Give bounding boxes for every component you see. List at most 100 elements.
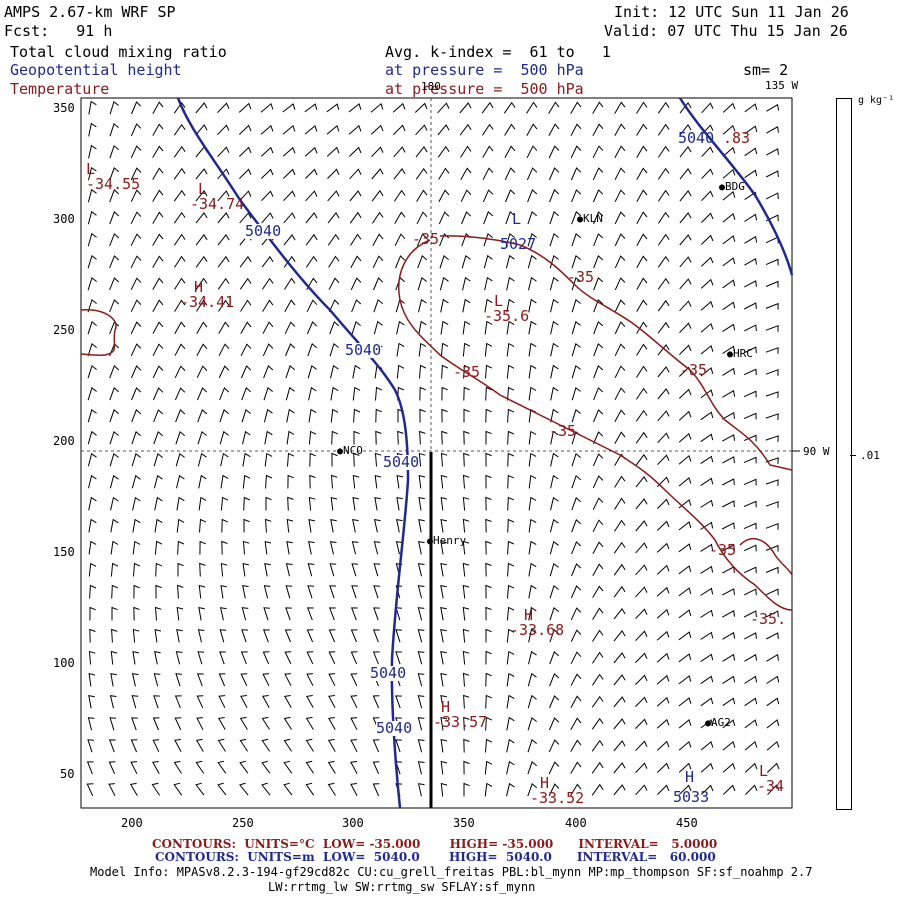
wind-barb xyxy=(722,367,736,376)
wind-barb xyxy=(722,478,735,486)
wind-barb xyxy=(678,521,692,531)
wind-barb xyxy=(701,168,714,180)
wind-barb xyxy=(131,452,141,467)
wind-barb xyxy=(678,543,692,553)
wind-barb xyxy=(593,277,604,291)
wind-barb xyxy=(195,168,208,180)
wind-barb xyxy=(349,168,362,180)
wind-barb xyxy=(635,652,648,663)
wind-barb xyxy=(528,298,537,313)
wind-barb xyxy=(767,784,780,796)
wind-barb xyxy=(306,321,318,335)
wind-barb xyxy=(505,211,516,225)
wind-barb xyxy=(198,606,205,621)
temp-extremum: L -34 xyxy=(757,762,785,795)
forecast-hour: Fcst: 91 h xyxy=(4,22,113,40)
wind-barb xyxy=(241,629,248,643)
wind-barb xyxy=(678,454,692,465)
wind-barb xyxy=(328,629,336,643)
wind-barb xyxy=(305,738,314,752)
wind-barb xyxy=(765,479,779,486)
wind-barb xyxy=(109,474,119,489)
wind-barb xyxy=(528,474,537,489)
wind-barb xyxy=(766,762,780,773)
wind-barb xyxy=(743,478,757,486)
wind-barb xyxy=(239,277,252,290)
wind-barb xyxy=(548,101,560,114)
wind-barb xyxy=(196,343,208,356)
wind-barb xyxy=(722,146,736,157)
wind-barb xyxy=(306,629,314,643)
wind-barb xyxy=(528,518,537,533)
wind-barb xyxy=(766,675,780,684)
wind-barb xyxy=(375,386,383,401)
wind-barb xyxy=(462,298,471,313)
wind-barb xyxy=(306,673,314,687)
wind-barb xyxy=(570,673,582,686)
wind-barb xyxy=(571,497,582,511)
wind-barb xyxy=(132,650,140,665)
wind-barb xyxy=(305,716,314,730)
wind-barb xyxy=(328,673,336,687)
wind-barb xyxy=(549,584,559,599)
wind-barb xyxy=(483,232,493,247)
wind-barb xyxy=(238,146,252,157)
wind-barb xyxy=(636,145,648,158)
wind-barb xyxy=(262,629,270,643)
wind-barb xyxy=(592,629,604,642)
wind-barb xyxy=(656,718,670,729)
wind-barb xyxy=(438,189,450,202)
wind-barb xyxy=(173,145,186,158)
wind-barb xyxy=(108,761,116,775)
wind-barb xyxy=(657,498,670,509)
wind-barb xyxy=(198,496,207,511)
wind-barb xyxy=(220,474,229,489)
height-low-marker: L xyxy=(512,210,522,228)
wind-barb xyxy=(396,496,403,511)
wind-barb xyxy=(417,629,425,643)
wind-barb xyxy=(419,430,426,445)
wind-barb xyxy=(195,782,205,796)
pressure-level-height: at pressure = 500 hPa xyxy=(385,61,584,79)
wind-barb xyxy=(109,409,120,423)
wind-barb xyxy=(326,146,340,157)
wind-barb xyxy=(130,299,142,313)
wind-barb xyxy=(507,474,514,489)
wind-barb xyxy=(678,609,692,619)
wind-barb xyxy=(419,386,426,401)
wind-barb xyxy=(283,234,296,246)
wind-barb xyxy=(635,674,648,685)
wind-barb xyxy=(485,540,492,555)
wind-barb xyxy=(195,255,208,268)
wind-barb xyxy=(570,651,582,665)
wind-barb xyxy=(330,386,339,401)
wind-barb xyxy=(571,320,581,335)
wind-barb xyxy=(700,256,714,267)
wind-barb xyxy=(261,738,271,752)
wind-barb xyxy=(504,123,516,136)
wind-barb xyxy=(196,299,208,312)
wind-barb xyxy=(506,760,515,775)
wind-barb xyxy=(308,408,317,423)
wind-barb xyxy=(485,474,492,489)
smoothing: sm= 2 xyxy=(743,61,789,79)
wind-barb xyxy=(743,412,757,420)
wind-barb xyxy=(264,562,271,577)
station-hrc: ●HRC xyxy=(727,347,753,360)
temp-extremum: L -34.55 xyxy=(86,160,141,193)
temp-contour-north xyxy=(439,235,793,471)
wind-barb xyxy=(722,741,736,751)
wind-barb xyxy=(285,386,295,401)
wind-barb xyxy=(304,125,318,135)
wind-barb xyxy=(743,544,757,552)
wind-barb xyxy=(261,716,270,730)
wind-barb xyxy=(329,585,336,599)
wind-barb xyxy=(110,518,119,533)
wind-barb xyxy=(506,298,515,313)
wind-barb xyxy=(657,366,670,378)
wind-barb xyxy=(151,782,161,796)
wind-barb xyxy=(550,430,559,445)
wind-barb xyxy=(505,254,515,269)
wind-barb xyxy=(176,518,185,533)
wind-barb xyxy=(765,324,779,332)
